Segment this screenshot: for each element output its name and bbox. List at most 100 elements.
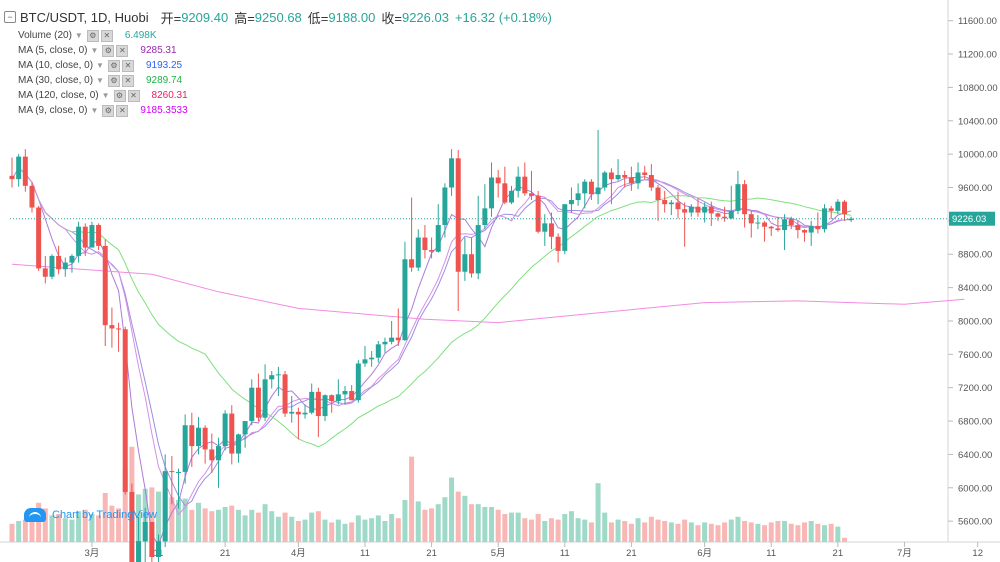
ma-line xyxy=(11,167,852,507)
volume-bar xyxy=(255,512,261,542)
settings-icon[interactable]: ⚙ xyxy=(102,44,115,57)
volume-bar xyxy=(269,511,275,542)
candle-body xyxy=(369,357,375,360)
volume-bar xyxy=(762,525,768,542)
candle-body xyxy=(608,172,614,180)
volume-bar xyxy=(582,519,588,542)
volume-bar xyxy=(682,519,688,542)
candle-body xyxy=(209,449,215,461)
close-icon[interactable]: ✕ xyxy=(121,74,134,87)
indicator-name[interactable]: MA (120, close, 0) xyxy=(18,90,99,101)
volume-bar xyxy=(275,516,281,542)
settings-icon[interactable]: ⚙ xyxy=(86,29,99,42)
candle-body xyxy=(429,250,435,252)
volume-bar xyxy=(542,521,548,542)
candle-body xyxy=(795,225,801,231)
candle-body xyxy=(222,413,228,447)
candle-body xyxy=(249,387,255,422)
candle-body xyxy=(588,181,594,195)
candle-body xyxy=(89,225,95,248)
indicator-row[interactable]: Volume (20) ▼ ⚙ ✕ 6.498K xyxy=(4,28,552,43)
candle-body xyxy=(788,219,794,226)
x-tick-label: 12 xyxy=(972,548,983,559)
symbol-title[interactable]: BTC/USDT, 1D, Huobi xyxy=(20,9,149,25)
indicator-value: 9193.25 xyxy=(145,60,183,71)
volume-bar xyxy=(302,519,308,542)
volume-bar xyxy=(555,519,561,542)
chevron-down-icon[interactable]: ▼ xyxy=(96,61,104,70)
close-icon[interactable]: ✕ xyxy=(116,44,129,57)
candle-body xyxy=(555,236,561,251)
volume-bar xyxy=(395,518,401,542)
chart-legend: − BTC/USDT, 1D, Huobi 开= 9209.40 高= 9250.6… xyxy=(4,6,552,118)
candle-body xyxy=(255,387,261,418)
indicator-name[interactable]: MA (10, close, 0) xyxy=(18,60,94,71)
candle-body xyxy=(202,427,208,450)
volume-bar xyxy=(9,523,15,542)
volume-bar xyxy=(728,519,734,542)
candle-body xyxy=(708,206,714,214)
close-icon[interactable]: ✕ xyxy=(116,104,129,117)
volume-bar xyxy=(195,502,201,542)
volume-bar xyxy=(76,511,82,542)
candle-body xyxy=(735,184,741,211)
volume-bar xyxy=(442,497,448,542)
settings-icon[interactable]: ⚙ xyxy=(113,89,126,102)
chevron-down-icon[interactable]: ▼ xyxy=(90,106,99,115)
settings-icon[interactable]: ⚙ xyxy=(107,59,120,72)
candle-body xyxy=(635,172,641,184)
indicator-name[interactable]: MA (5, close, 0) xyxy=(18,45,88,56)
indicator-row[interactable]: MA (120, close, 0) ▼ ⚙ ✕ 8260.31 xyxy=(4,88,552,103)
settings-icon[interactable]: ⚙ xyxy=(102,104,115,117)
ma-line xyxy=(11,167,852,448)
close-icon[interactable]: ✕ xyxy=(100,29,113,42)
chevron-down-icon[interactable]: ▼ xyxy=(96,76,104,85)
volume-bar xyxy=(169,497,175,542)
close-icon[interactable]: ✕ xyxy=(127,89,140,102)
indicator-value: 8260.31 xyxy=(151,90,188,101)
candle-body xyxy=(515,176,521,191)
candle-body xyxy=(822,208,828,230)
volume-bar xyxy=(642,522,648,542)
volume-bar xyxy=(282,512,288,542)
chevron-down-icon[interactable]: ▼ xyxy=(90,46,99,55)
y-tick-label: 5600.00 xyxy=(958,517,992,528)
close-icon[interactable]: ✕ xyxy=(121,59,134,72)
y-tick-label: 11200.00 xyxy=(958,50,997,61)
volume-bar xyxy=(722,522,728,542)
candle-body xyxy=(176,471,181,473)
indicator-row[interactable]: MA (5, close, 0) ▼ ⚙ ✕ 9285.31 xyxy=(4,43,552,58)
indicator-row[interactable]: MA (9, close, 0) ▼ ⚙ ✕ 9185.3533 xyxy=(4,103,552,118)
volume-bar xyxy=(22,519,28,542)
indicator-row[interactable]: MA (10, close, 0) ▼ ⚙ ✕ 9193.25 xyxy=(4,58,552,73)
volume-bar xyxy=(748,522,754,542)
collapse-legend-icon[interactable]: − xyxy=(4,11,16,23)
candle-body xyxy=(76,226,82,256)
candle-body xyxy=(722,216,728,219)
indicator-value: 9185.3533 xyxy=(140,105,188,116)
candle-body xyxy=(262,379,268,418)
candle-body xyxy=(29,185,35,208)
volume-bar xyxy=(522,518,528,542)
tradingview-watermark[interactable]: Chart by TradingView xyxy=(24,508,157,522)
candle-body xyxy=(662,200,668,205)
candle-body xyxy=(395,337,401,341)
chevron-down-icon[interactable]: ▼ xyxy=(101,91,110,100)
chevron-down-icon[interactable]: ▼ xyxy=(74,31,83,40)
indicator-row[interactable]: MA (30, close, 0) ▼ ⚙ ✕ 9289.74 xyxy=(4,73,552,88)
candle-body xyxy=(768,226,774,229)
settings-icon[interactable]: ⚙ xyxy=(107,74,120,87)
candle-body xyxy=(435,225,441,252)
indicator-name[interactable]: Volume (20) xyxy=(18,30,72,41)
candle-body xyxy=(682,209,688,213)
indicator-name[interactable]: MA (30, close, 0) xyxy=(18,75,94,86)
volume-bar xyxy=(116,508,122,542)
volume-bar xyxy=(515,512,521,542)
candle-body xyxy=(522,176,528,194)
volume-bar xyxy=(176,500,181,542)
volume-bar xyxy=(495,509,501,542)
volume-bar xyxy=(482,507,488,542)
indicator-name[interactable]: MA (9, close, 0) xyxy=(18,105,88,116)
